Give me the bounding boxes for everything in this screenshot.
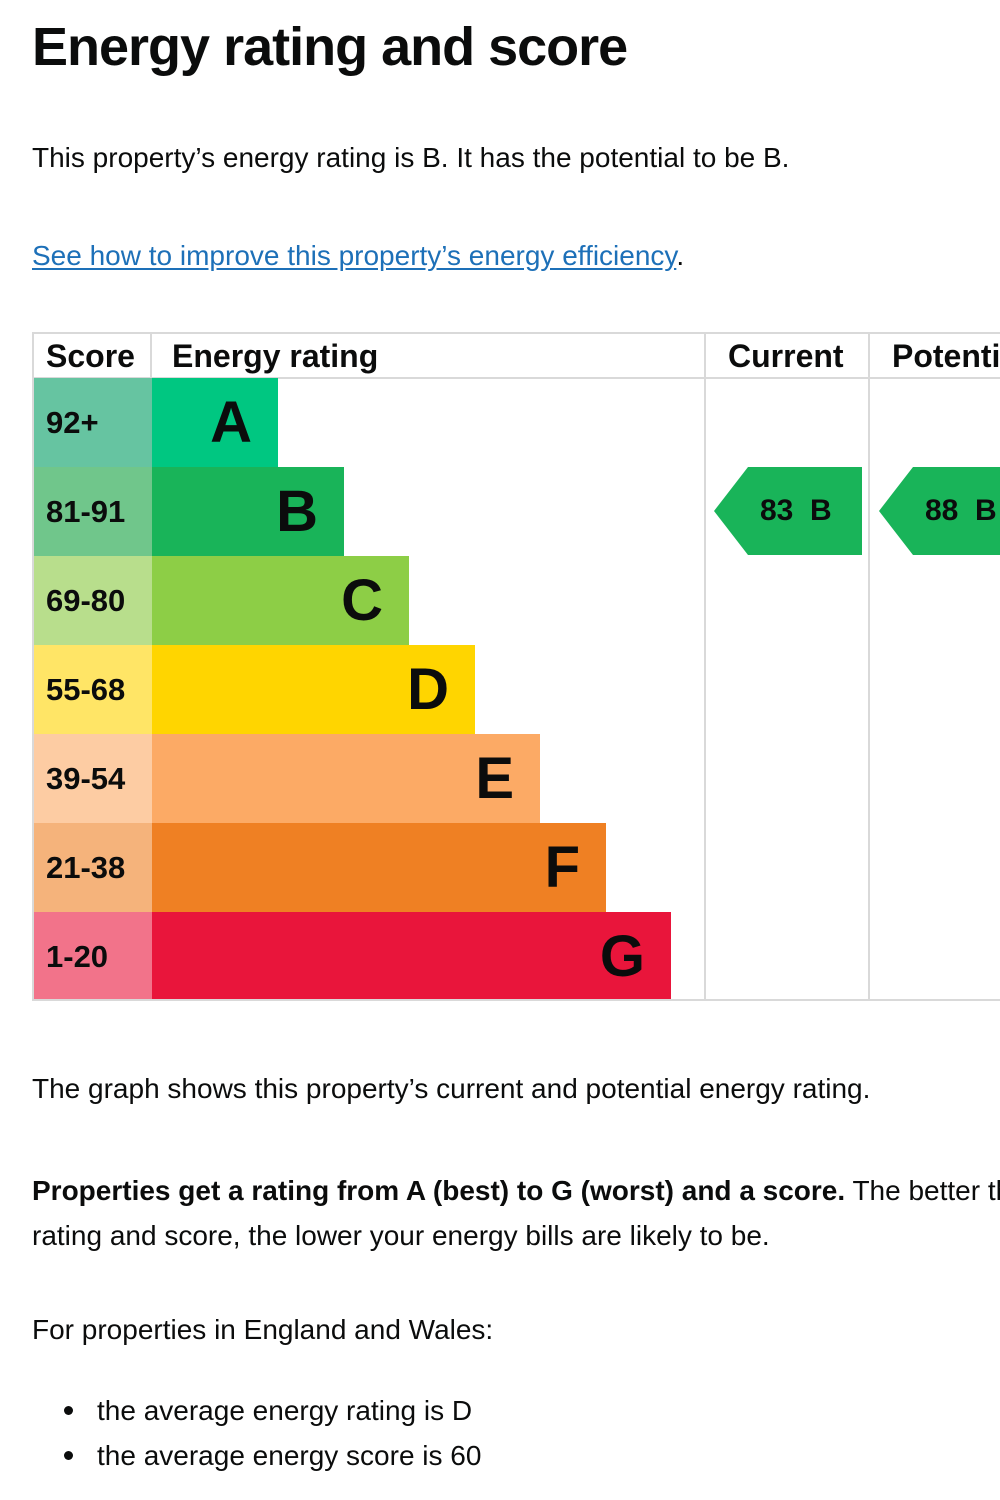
current-rating-label: 83 B: [760, 494, 832, 527]
rating-summary: This property’s energy rating is B. It h…: [32, 142, 790, 173]
band-bar-a: A: [152, 378, 278, 467]
band-letter-e: E: [475, 746, 514, 811]
rating-explanation: Properties get a rating from A (best) to…: [32, 1168, 1000, 1258]
band-letter-g: G: [599, 924, 645, 989]
average-score-text: the average energy score is 60: [97, 1440, 482, 1471]
band-score-f: 21-38: [34, 823, 152, 912]
band-bar-b: B: [152, 467, 344, 556]
bullet-icon: [64, 1406, 73, 1415]
column-divider-score: [150, 334, 152, 378]
average-list: the average energy rating is D the avera…: [64, 1388, 481, 1478]
band-bar-c: C: [152, 556, 409, 645]
band-score-b: 81-91: [34, 467, 152, 556]
current-rating-arrow: 83 B: [714, 467, 862, 555]
list-item: the average energy score is 60: [64, 1433, 481, 1478]
column-divider-current: [704, 334, 706, 999]
bullet-icon: [64, 1451, 73, 1460]
improve-paragraph: See how to improve this property’s energ…: [32, 238, 684, 274]
band-letter-a: A: [210, 390, 252, 455]
improve-efficiency-link[interactable]: See how to improve this property’s energ…: [32, 240, 677, 271]
band-score-e: 39-54: [34, 734, 152, 823]
band-score-d: 55-68: [34, 645, 152, 734]
header-potential: Potenti: [892, 338, 1000, 374]
band-bar-d: D: [152, 645, 475, 734]
band-score-g: 1-20: [34, 912, 152, 999]
band-letter-f: F: [544, 835, 580, 900]
potential-rating-arrow: 88 B: [879, 467, 1000, 555]
band-bar-g: G: [152, 912, 671, 999]
header-score: Score: [46, 338, 135, 374]
band-letter-c: C: [341, 568, 383, 633]
rating-explanation-bold: Properties get a rating from A (best) to…: [32, 1175, 846, 1206]
band-score-c: 69-80: [34, 556, 152, 645]
band-bar-f: F: [152, 823, 606, 912]
graph-description: The graph shows this property’s current …: [32, 1073, 871, 1104]
header-divider: [34, 377, 1000, 379]
column-divider-potential: [868, 334, 870, 999]
average-rating-text: the average energy rating is D: [97, 1395, 473, 1426]
band-score-a: 92+: [34, 378, 152, 467]
page-title: Energy rating and score: [32, 17, 628, 77]
england-wales-intro: For properties in England and Wales:: [32, 1314, 494, 1345]
header-energy-rating: Energy rating: [172, 338, 379, 374]
energy-rating-chart: Score Energy rating Current Potenti 92+ A…: [32, 332, 1000, 1001]
potential-rating-label: 88 B: [925, 494, 997, 527]
header-current: Current: [728, 338, 844, 374]
list-item: the average energy rating is D: [64, 1388, 481, 1433]
improve-link-suffix: .: [676, 240, 685, 271]
band-bar-e: E: [152, 734, 540, 823]
band-letter-b: B: [276, 479, 318, 544]
band-letter-d: D: [407, 657, 449, 722]
rating-explanation-rest: The better the rating and score, the low…: [32, 1175, 1000, 1251]
